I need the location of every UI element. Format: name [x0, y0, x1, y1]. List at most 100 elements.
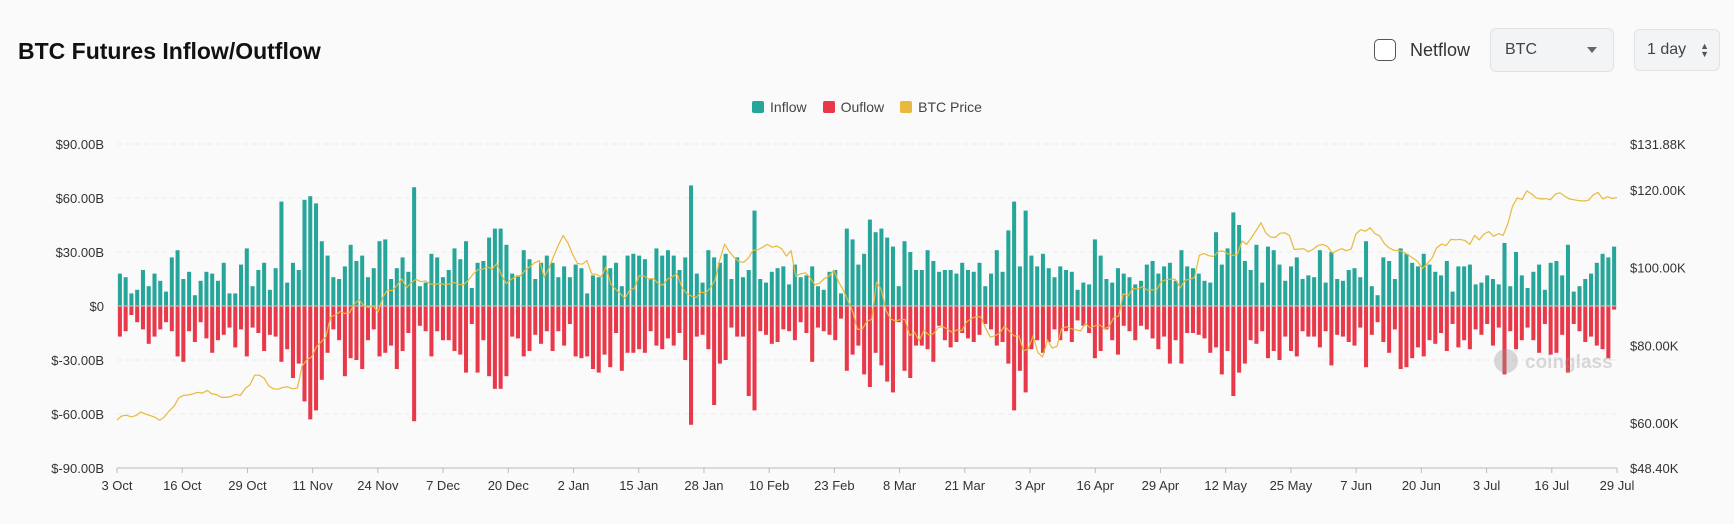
inflow-bar	[642, 259, 647, 306]
inflow-bar	[1329, 252, 1334, 306]
inflow-bar	[544, 255, 549, 306]
inflow-bar	[464, 241, 469, 306]
inflow-bar	[660, 255, 665, 306]
outflow-bar	[1404, 306, 1409, 368]
outflow-bar	[1421, 306, 1426, 357]
inflow-bar	[844, 228, 849, 306]
legend-item-inflow[interactable]: Inflow	[752, 99, 807, 115]
outflow-bar	[1190, 306, 1195, 333]
inflow-bar	[902, 241, 907, 306]
up-down-arrows-icon: ▲ ▼	[1700, 41, 1709, 59]
inflow-bar	[994, 250, 999, 306]
outflow-bar	[792, 306, 797, 341]
inflow-bar	[377, 241, 382, 306]
outflow-bar	[146, 306, 151, 344]
inflow-bar	[158, 280, 163, 306]
left-axis-tick-label: $60.00B	[56, 191, 104, 206]
inflow-bar	[492, 228, 497, 306]
inflow-bar	[1577, 286, 1582, 306]
outflow-bar	[1514, 306, 1519, 350]
empty-checkbox-icon[interactable]	[1373, 39, 1396, 61]
x-axis-tick-label: 8 Mar	[883, 478, 917, 493]
inflow-bar	[239, 264, 244, 306]
coin-select[interactable]: BTC	[1490, 28, 1614, 72]
inflow-bar	[1260, 282, 1265, 306]
caret-down-icon	[1587, 47, 1597, 53]
inflow-bar	[1612, 246, 1617, 306]
inflow-bar	[169, 257, 174, 306]
outflow-bar	[862, 306, 867, 375]
outflow-bar	[1289, 306, 1294, 351]
inflow-bar	[1167, 262, 1172, 306]
outflow-bar	[781, 306, 786, 330]
inflow-bar	[469, 288, 474, 306]
inflow-bar	[539, 262, 544, 306]
inflow-bar	[937, 271, 942, 306]
inflow-bar	[1289, 266, 1294, 306]
outflow-bar	[1433, 306, 1438, 344]
left-axis-tick-label: $30.00B	[56, 245, 104, 260]
outflow-bar	[406, 306, 411, 333]
outflow-bar	[164, 306, 169, 323]
inflow-bar	[244, 248, 249, 306]
outflow-bar	[867, 306, 872, 387]
outflow-bar	[844, 306, 849, 371]
inflow-bar	[1364, 241, 1369, 306]
inflow-bar	[360, 255, 365, 306]
outflow-bar	[464, 306, 469, 373]
outflow-bar	[1508, 306, 1513, 332]
outflow-bar	[1312, 306, 1317, 337]
x-axis-tick-label: 3 Apr	[1015, 478, 1046, 493]
outflow-bar	[914, 306, 919, 346]
inflow-bar	[1485, 275, 1490, 306]
inflow-bar	[614, 262, 619, 306]
inflow-bar	[256, 270, 261, 306]
outflow-bar	[354, 306, 359, 360]
netflow-label: Netflow	[1409, 39, 1470, 60]
outflow-bar	[648, 306, 653, 332]
inflow-bar	[1208, 282, 1213, 306]
outflow-bar	[1052, 306, 1057, 330]
interval-select[interactable]: 1 day ▲ ▼	[1634, 29, 1720, 71]
inflow-bar	[787, 284, 792, 306]
inflow-bar	[429, 253, 434, 306]
outflow-bar	[965, 306, 970, 339]
inflow-bar	[365, 277, 370, 306]
outflow-bar	[908, 306, 913, 378]
outflow-bar	[1392, 306, 1397, 330]
outflow-bar	[169, 306, 174, 332]
outflow-bar	[1450, 306, 1455, 324]
outflow-bar	[619, 306, 624, 371]
inflow-bar	[135, 289, 140, 306]
legend-item-outflow[interactable]: Ouflow	[822, 99, 884, 115]
inflow-bar	[717, 262, 722, 306]
inflow-bar	[798, 277, 803, 306]
inflow-bar	[729, 279, 734, 306]
inflow-bar	[221, 262, 226, 306]
outflow-bar	[1064, 306, 1069, 332]
outflow-bar	[1046, 306, 1051, 342]
inflow-bar	[602, 255, 607, 306]
right-axis-tick-label: $120.00K	[1630, 183, 1686, 198]
outflow-bar	[735, 306, 740, 337]
outflow-bar	[896, 306, 901, 323]
outflow-bar	[1208, 306, 1213, 353]
inflow-bar	[1450, 291, 1455, 306]
outflow-bar	[1594, 306, 1599, 346]
netflow-toggle[interactable]: Netflow	[1373, 39, 1470, 61]
outflow-bar	[175, 306, 180, 357]
inflow-bar	[585, 293, 590, 306]
legend-item-price[interactable]: BTC Price	[900, 99, 982, 115]
legend-swatch-price	[900, 101, 913, 113]
outflow-bar	[642, 306, 647, 353]
inflow-bar	[1231, 212, 1236, 306]
outflow-bar	[723, 306, 728, 360]
outflow-bar	[423, 306, 428, 332]
inflow-bar	[487, 237, 492, 306]
coinglass-watermark: coinglass	[1494, 349, 1613, 373]
outflow-bar	[654, 306, 659, 346]
outflow-bar	[1075, 306, 1080, 321]
inflow-bar	[406, 271, 411, 306]
inflow-bar	[342, 266, 347, 306]
